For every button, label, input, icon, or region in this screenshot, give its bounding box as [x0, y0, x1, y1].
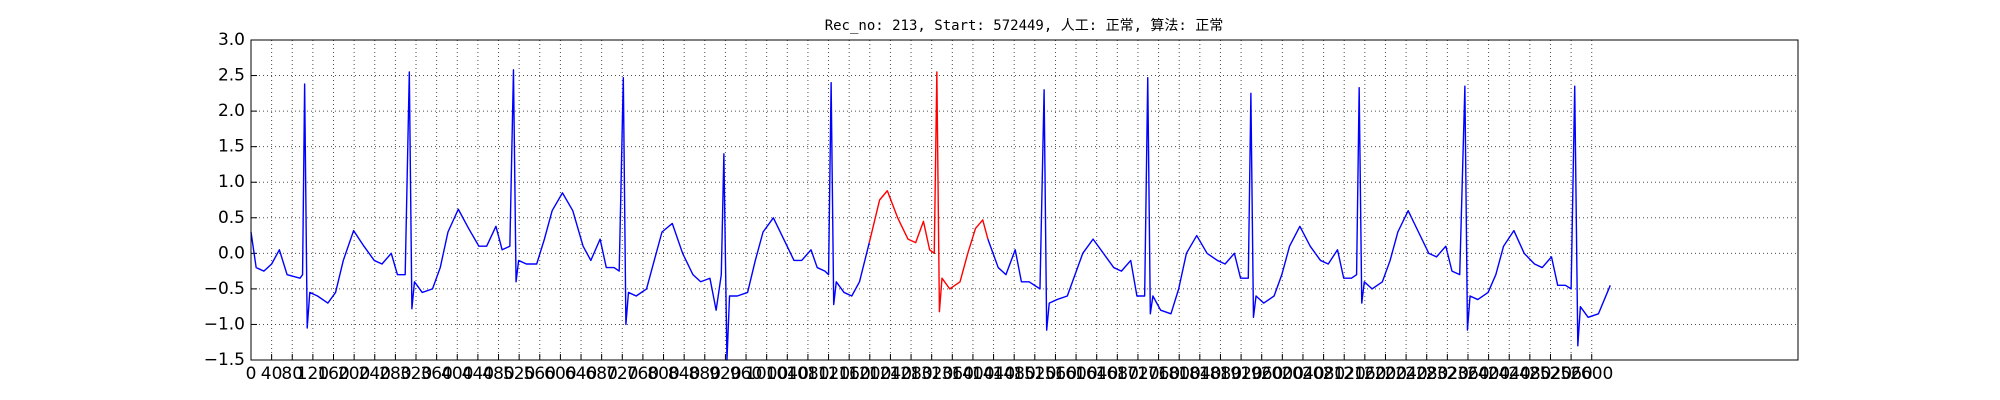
x-tick-label: 1800 — [1158, 364, 1201, 384]
x-tick-label: 240 — [359, 364, 391, 384]
ecg-line — [987, 76, 1611, 347]
x-tick-label: 360 — [420, 364, 452, 384]
x-tick-label: 1560 — [1034, 364, 1077, 384]
y-tick-label: −1.5 — [204, 350, 245, 370]
x-tick-label: 1000 — [745, 364, 788, 384]
x-tick-label: 1360 — [931, 364, 974, 384]
plot-frame — [250, 39, 1799, 361]
x-tick-label: 920 — [709, 364, 741, 384]
y-tick-label: −1.0 — [204, 314, 245, 334]
x-tick-label: 1320 — [910, 364, 953, 384]
x-tick-label: 1520 — [1013, 364, 1056, 384]
x-tick-label: 1480 — [993, 364, 1036, 384]
x-tick-label: 2600 — [1570, 364, 1613, 384]
x-tick-label: 2360 — [1446, 364, 1489, 384]
x-tick-label: 840 — [668, 364, 700, 384]
x-tick-label: 2400 — [1467, 364, 1510, 384]
x-tick-label: 2120 — [1323, 364, 1366, 384]
x-tick-label: 2200 — [1364, 364, 1407, 384]
x-tick-label: 1160 — [828, 364, 871, 384]
x-tick-label: 1640 — [1075, 364, 1118, 384]
x-tick-label: 1400 — [951, 364, 994, 384]
x-tick-label: 1720 — [1116, 364, 1159, 384]
x-tick-label: 400 — [441, 364, 473, 384]
ecg-line — [250, 69, 870, 361]
x-tick-label: 2440 — [1488, 364, 1531, 384]
x-tick-label: 440 — [462, 364, 494, 384]
chart-title: Rec_no: 213, Start: 572449, 人工: 正常, 算法: … — [825, 18, 1224, 34]
x-tick-label: 600 — [544, 364, 576, 384]
x-tick-label: 1280 — [889, 364, 932, 384]
x-tick-label: 1680 — [1096, 364, 1139, 384]
x-tick-label: 800 — [647, 364, 679, 384]
x-tick-label: 1920 — [1219, 364, 1262, 384]
x-tick-label: 2080 — [1302, 364, 1345, 384]
x-tick-label: 2240 — [1384, 364, 1427, 384]
x-tick-label: 1080 — [786, 364, 829, 384]
x-tick-label: 640 — [565, 364, 597, 384]
x-tick-label: 2280 — [1405, 364, 1448, 384]
x-tick-label: 1960 — [1240, 364, 1283, 384]
y-tick-label: 0.0 — [218, 243, 245, 263]
x-tick-label: 80 — [281, 364, 303, 384]
x-tick-label: 560 — [524, 364, 556, 384]
x-tick-label: 520 — [503, 364, 535, 384]
x-tick-label: 2160 — [1343, 364, 1386, 384]
x-tick-label: 1840 — [1178, 364, 1221, 384]
y-tick-label: 2.5 — [218, 66, 245, 86]
x-tick-label: 2560 — [1549, 364, 1592, 384]
y-tick-label: 1.5 — [218, 137, 245, 157]
x-tick-label: 1880 — [1199, 364, 1242, 384]
x-tick-label: 1240 — [869, 364, 912, 384]
x-tick-label: 760 — [627, 364, 659, 384]
x-tick-label: 2520 — [1529, 364, 1572, 384]
x-tick-label: 720 — [606, 364, 638, 384]
x-tick-label: 120 — [297, 364, 329, 384]
x-tick-label: 40 — [261, 364, 283, 384]
y-tick-label: 1.0 — [218, 172, 245, 192]
ecg-line — [868, 71, 989, 313]
x-tick-label: 1120 — [807, 364, 850, 384]
x-tick-label: 0 — [246, 364, 257, 384]
x-tick-label: 2320 — [1426, 364, 1469, 384]
x-tick-label: 880 — [689, 364, 721, 384]
x-tick-label: 1040 — [766, 364, 809, 384]
x-tick-label: 680 — [585, 364, 617, 384]
x-tick-label: 2040 — [1281, 364, 1324, 384]
x-tick-label: 2000 — [1261, 364, 1304, 384]
y-tick-label: 3.0 — [218, 30, 245, 50]
x-tick-label: 2480 — [1508, 364, 1551, 384]
y-tick-label: −0.5 — [204, 279, 245, 299]
x-tick-label: 1200 — [848, 364, 891, 384]
y-tick-label: 0.5 — [218, 208, 245, 228]
x-tick-label: 1760 — [1137, 364, 1180, 384]
y-tick-label: 2.0 — [218, 101, 245, 121]
x-tick-label: 200 — [338, 364, 370, 384]
x-tick-label: 160 — [317, 364, 349, 384]
x-tick-label: 320 — [400, 364, 432, 384]
x-tick-label: 1440 — [972, 364, 1015, 384]
x-tick-label: 960 — [730, 364, 762, 384]
x-tick-label: 280 — [379, 364, 411, 384]
x-tick-label: 1600 — [1054, 364, 1097, 384]
x-tick-label: 480 — [482, 364, 514, 384]
